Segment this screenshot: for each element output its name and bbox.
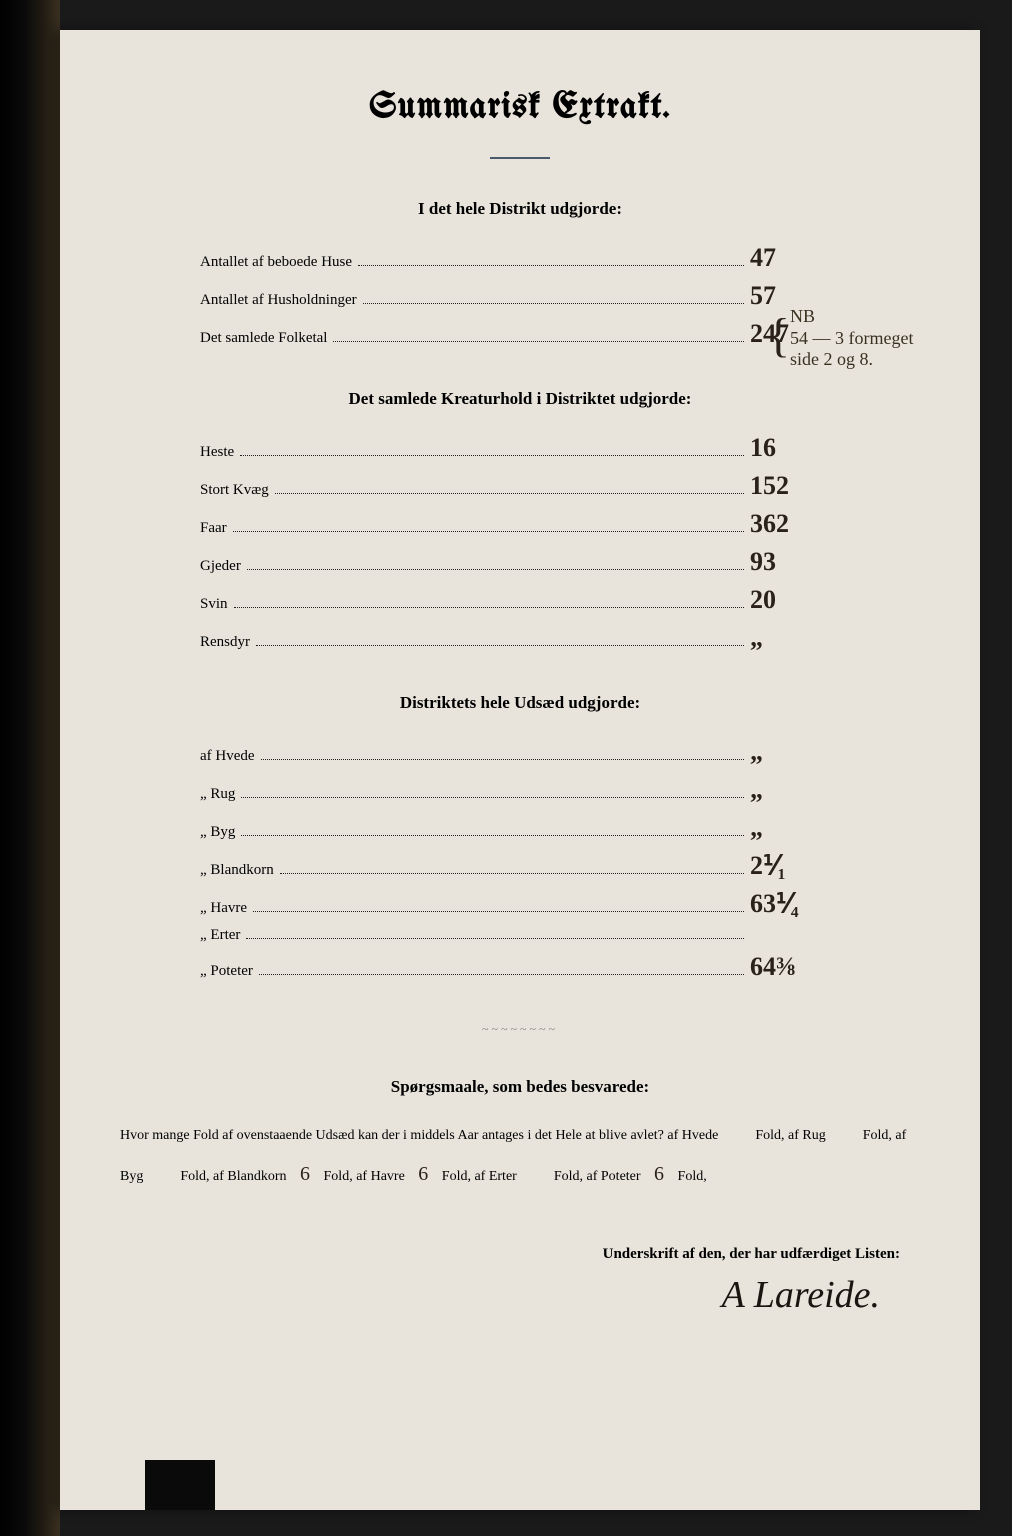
book-binding	[0, 0, 60, 1536]
row-population: Det samlede Folketal 247	[200, 319, 840, 349]
row-houses: Antallet af beboede Huse 47	[200, 243, 840, 273]
label: „ Blandkorn	[200, 862, 274, 879]
row-households: Antallet af Husholdninger 57	[200, 281, 840, 311]
fold-wheat: af Hvede Fold,	[667, 1128, 788, 1143]
label: „ Poteter	[200, 963, 253, 980]
dot-leader	[259, 974, 744, 975]
label: „ Havre	[200, 900, 247, 917]
fold-mixedgrain: af Blandkorn 6 Fold,	[213, 1169, 356, 1184]
section2-heading: Det samlede Kreaturhold i Distriktet udg…	[60, 389, 980, 409]
page-title: Summarisk Extrakt.	[60, 90, 980, 127]
fold-rye: af Rug Fold,	[788, 1128, 895, 1143]
section1-heading: I det hele Distrikt udgjorde:	[60, 199, 980, 219]
signature-label: Underskrift af den, der har udfærdiget L…	[60, 1246, 900, 1263]
section1-rows: Antallet af beboede Huse 47 Antallet af …	[200, 243, 840, 349]
row-barley: „ Byg „	[200, 813, 840, 843]
row-sheep: Faar 362	[200, 509, 840, 539]
dot-leader	[256, 645, 744, 646]
value: 63⅟₄	[750, 889, 840, 919]
value: 152	[750, 471, 840, 501]
dot-leader	[246, 938, 744, 939]
label: af Hvede	[200, 748, 255, 765]
section3-rows: af Hvede „ „ Rug „ „ Byg „ „ Blandkorn 2…	[200, 737, 840, 982]
section2-rows: Heste 16 Stort Kvæg 152 Faar 362 Gjeder …	[200, 433, 840, 653]
row-wheat: af Hvede „	[200, 737, 840, 767]
row-oats: „ Havre 63⅟₄	[200, 889, 840, 919]
document-page: Summarisk Extrakt. I det hele Distrikt u…	[60, 30, 980, 1510]
annotation-brace: {	[767, 308, 790, 363]
value: „	[750, 775, 840, 805]
label: Rensdyr	[200, 634, 250, 651]
row-potatoes: „ Poteter 64⅜	[200, 952, 840, 982]
dot-leader	[241, 835, 744, 836]
row-reindeer: Rensdyr „	[200, 623, 840, 653]
row-horses: Heste 16	[200, 433, 840, 463]
value: „	[750, 737, 840, 767]
title-divider	[490, 157, 550, 159]
row-peas: „ Erter	[200, 927, 840, 944]
value: 362	[750, 509, 840, 539]
dot-leader	[261, 759, 744, 760]
value: 93	[750, 547, 840, 577]
ornament-divider: ~~~~~~~~	[60, 1022, 980, 1037]
dot-leader	[241, 797, 744, 798]
section3-heading: Distriktets hele Udsæd udgjorde:	[60, 693, 980, 713]
dot-leader	[275, 493, 744, 494]
label: Det samlede Folketal	[200, 330, 327, 347]
value: „	[750, 623, 840, 653]
label: Antallet af beboede Huse	[200, 254, 352, 271]
index-tab	[145, 1460, 215, 1510]
value: 64⅜	[750, 952, 840, 982]
signature: A Lareide.	[60, 1273, 880, 1317]
value: 2⅟₁	[750, 851, 840, 881]
dot-leader	[247, 569, 744, 570]
row-goats: Gjeder 93	[200, 547, 840, 577]
value: 16	[750, 433, 840, 463]
dot-leader	[333, 341, 744, 342]
dot-leader	[240, 455, 744, 456]
dot-leader	[358, 265, 744, 266]
fold-oats: af Havre 6 Fold,	[356, 1169, 474, 1184]
row-rye: „ Rug „	[200, 775, 840, 805]
label: Faar	[200, 520, 227, 537]
dot-leader	[280, 873, 744, 874]
dot-leader	[253, 911, 744, 912]
fold-potatoes: af Poteter 6 Fold,	[587, 1169, 707, 1184]
label: „ Byg	[200, 824, 235, 841]
label: „ Rug	[200, 786, 235, 803]
label: Heste	[200, 444, 234, 461]
fold-peas: af Erter Fold,	[474, 1169, 586, 1184]
dot-leader	[363, 303, 744, 304]
label: „ Erter	[200, 927, 240, 944]
row-pigs: Svin 20	[200, 585, 840, 615]
question-intro: Hvor mange Fold af ovenstaaende Udsæd ka…	[120, 1128, 664, 1143]
label: Stort Kvæg	[200, 482, 269, 499]
row-mixedgrain: „ Blandkorn 2⅟₁	[200, 851, 840, 881]
value: 20	[750, 585, 840, 615]
label: Antallet af Husholdninger	[200, 292, 357, 309]
dot-leader	[233, 531, 744, 532]
margin-annotation: NB 54 — 3 formeget side 2 og 8.	[790, 306, 940, 371]
questions-block: Hvor mange Fold af ovenstaaende Udsæd ka…	[120, 1121, 920, 1196]
dot-leader	[234, 607, 744, 608]
value: „	[750, 813, 840, 843]
label: Svin	[200, 596, 228, 613]
label: Gjeder	[200, 558, 241, 575]
value: 47	[750, 243, 840, 273]
questions-heading: Spørgsmaale, som bedes besvarede:	[60, 1077, 980, 1097]
row-cattle: Stort Kvæg 152	[200, 471, 840, 501]
